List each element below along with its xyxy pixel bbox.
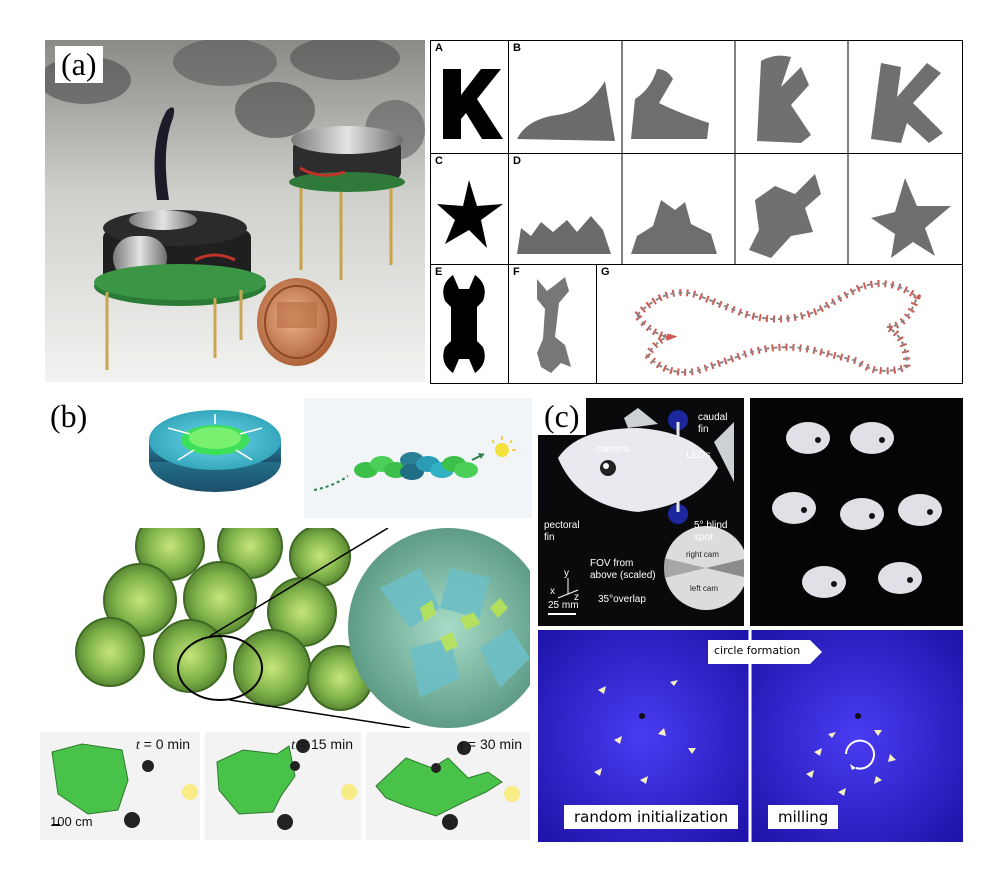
cell-letter: G xyxy=(601,266,610,278)
swarm-snapshot-15 xyxy=(216,739,357,830)
time-value: = 15 min xyxy=(295,736,353,752)
kilobot-photo xyxy=(45,40,425,382)
star-assembly-frames xyxy=(517,154,951,264)
time-label: t = 30 min xyxy=(460,736,522,754)
wrench-gradient-field xyxy=(632,280,922,376)
fov-label: FOV from above (scaled) xyxy=(590,558,656,581)
scale-bar-label: 100 cm xyxy=(50,814,93,829)
leds-label: LEDs xyxy=(686,450,711,461)
axis-x-label: x xyxy=(550,586,555,597)
caption-milling: milling xyxy=(768,805,839,829)
caption-random-init: random initialization xyxy=(564,805,739,829)
cell-wrench-gradient: G xyxy=(596,264,963,384)
fish-swarm-photo xyxy=(750,398,963,626)
panel-c-label: (c) xyxy=(538,398,586,435)
scale-bar xyxy=(52,824,60,826)
caudal-fin-label: caudal fin xyxy=(698,412,728,435)
snapshot-t0: t = 0 min 100 cm xyxy=(40,732,200,840)
axis-z-label: z xyxy=(574,592,579,603)
camera-label: camera xyxy=(596,444,630,455)
cell-letter: A xyxy=(435,42,443,54)
cell-target-star: C xyxy=(430,153,509,265)
time-label: t = 0 min xyxy=(136,736,190,754)
time-symbol: t xyxy=(135,738,140,753)
pectoral-fin-label: pectoral fin xyxy=(544,520,580,543)
axis-y-label: y xyxy=(564,568,569,579)
cell-target-wrench: E xyxy=(430,264,509,384)
cell-letter: F xyxy=(513,266,520,278)
time-symbol: t xyxy=(291,738,296,753)
cell-k-assembly: B xyxy=(508,40,963,154)
fish-swarm-illustration xyxy=(772,422,942,598)
cell-letter: D xyxy=(513,155,521,167)
swarm-snapshot-30 xyxy=(375,741,520,830)
k-assembly-frames xyxy=(517,41,943,153)
snapshot-t30: t = 30 min xyxy=(366,732,530,840)
star-shape-icon xyxy=(437,180,503,248)
swarm-snapshot-0 xyxy=(51,743,198,828)
right-cam-label: right cam xyxy=(686,550,719,559)
blind-spot-label: 5° blind spot xyxy=(694,520,728,543)
cell-wrench-swarm: F xyxy=(508,264,597,384)
milling-experiment: circle formation random initialization m… xyxy=(538,630,963,842)
fish-robot-diagram: fin caudal fin camera LEDs 5° blind spot… xyxy=(538,398,748,626)
chain-to-light-illustration xyxy=(304,398,532,518)
time-label: t = 15 min xyxy=(291,736,353,754)
fish-robot-illustration xyxy=(548,408,748,615)
k-shape-icon xyxy=(443,69,503,139)
scale-label: 25 mm xyxy=(548,600,579,611)
time-value: = 30 min xyxy=(464,736,522,752)
panel-a-label: (a) xyxy=(55,46,103,83)
cell-star-assembly: D xyxy=(508,153,963,265)
module-illustration xyxy=(149,410,281,492)
snapshot-t15: t = 15 min xyxy=(205,732,361,840)
cell-target-k: A xyxy=(430,40,509,154)
cell-letter: B xyxy=(513,42,521,54)
swarm-assembly-photo xyxy=(40,528,530,728)
overlap-label: 35°overlap xyxy=(598,594,646,605)
wrench-shape-icon xyxy=(443,275,485,373)
time-symbol: t xyxy=(460,738,465,753)
panel-b-label: (b) xyxy=(50,398,88,434)
wrench-swarm-shape xyxy=(537,277,571,373)
cell-letter: C xyxy=(435,155,443,167)
circle-formation-label: circle formation xyxy=(714,644,801,657)
time-value: = 0 min xyxy=(139,736,190,752)
left-cam-label: left cam xyxy=(690,584,719,593)
cell-letter: E xyxy=(435,266,443,278)
